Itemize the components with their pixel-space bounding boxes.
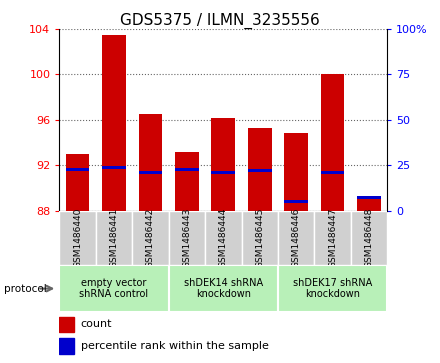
- Text: GDS5375 / ILMN_3235556: GDS5375 / ILMN_3235556: [120, 13, 320, 29]
- Bar: [321, 171, 345, 174]
- Text: protocol: protocol: [4, 284, 47, 294]
- Bar: [66, 168, 89, 171]
- Bar: [169, 265, 278, 312]
- Bar: [59, 265, 169, 312]
- Text: shDEK17 shRNA
knockdown: shDEK17 shRNA knockdown: [293, 278, 372, 299]
- Text: GSM1486443: GSM1486443: [182, 208, 191, 268]
- Text: GSM1486440: GSM1486440: [73, 208, 82, 268]
- Bar: [139, 171, 162, 174]
- Text: count: count: [81, 319, 112, 329]
- Bar: [284, 200, 308, 203]
- Bar: [132, 211, 169, 265]
- Bar: [59, 211, 96, 265]
- Bar: [205, 211, 242, 265]
- Bar: [248, 128, 271, 211]
- Bar: [175, 168, 199, 171]
- Text: GSM1486446: GSM1486446: [292, 208, 301, 268]
- Bar: [357, 197, 381, 211]
- Bar: [351, 211, 387, 265]
- Text: shDEK14 shRNA
knockdown: shDEK14 shRNA knockdown: [184, 278, 263, 299]
- Bar: [66, 154, 89, 211]
- Bar: [212, 118, 235, 211]
- Bar: [102, 166, 126, 168]
- Bar: [248, 169, 271, 172]
- Text: GSM1486441: GSM1486441: [110, 208, 118, 268]
- Bar: [212, 171, 235, 174]
- Text: empty vector
shRNA control: empty vector shRNA control: [80, 278, 149, 299]
- Bar: [102, 35, 126, 211]
- Text: GSM1486444: GSM1486444: [219, 208, 228, 268]
- Text: GSM1486442: GSM1486442: [146, 208, 155, 268]
- Bar: [278, 265, 387, 312]
- Bar: [96, 211, 132, 265]
- Text: percentile rank within the sample: percentile rank within the sample: [81, 341, 268, 351]
- Bar: [169, 211, 205, 265]
- Bar: [175, 151, 199, 211]
- Bar: [314, 211, 351, 265]
- Bar: [59, 338, 74, 354]
- Bar: [242, 211, 278, 265]
- Bar: [278, 211, 314, 265]
- Bar: [284, 133, 308, 211]
- Bar: [139, 114, 162, 211]
- Bar: [357, 196, 381, 199]
- Bar: [59, 317, 74, 332]
- Text: GSM1486448: GSM1486448: [364, 208, 374, 268]
- Bar: [321, 74, 345, 211]
- Text: GSM1486447: GSM1486447: [328, 208, 337, 268]
- Text: GSM1486445: GSM1486445: [255, 208, 264, 268]
